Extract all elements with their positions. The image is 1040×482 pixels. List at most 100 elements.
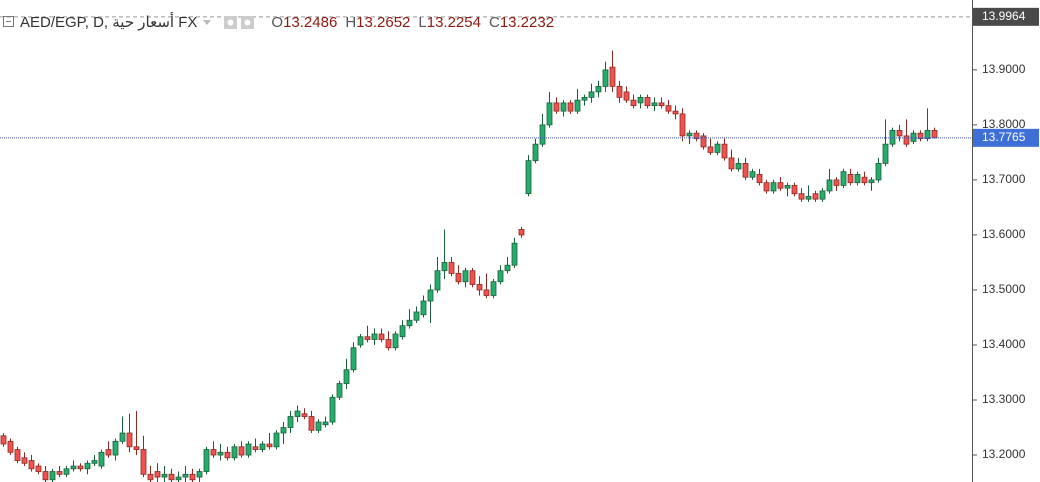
candle-body — [175, 476, 182, 481]
candle-body — [672, 110, 679, 115]
y-tick-label: 13.7000 — [982, 172, 1026, 186]
candle-body — [413, 311, 420, 321]
candle-body — [686, 132, 693, 137]
candle-body — [819, 190, 826, 200]
candle-body — [378, 333, 385, 340]
candle-body — [756, 174, 763, 184]
candle-body — [245, 443, 252, 456]
candle-body — [784, 185, 791, 189]
candle-body — [35, 465, 42, 472]
candle-body — [833, 179, 840, 186]
candle-body — [658, 102, 665, 107]
y-tick-label: 13.3000 — [982, 392, 1026, 406]
candle-body — [119, 432, 126, 442]
candle-body — [308, 416, 315, 431]
candle-body — [196, 471, 203, 478]
candle-body — [140, 449, 147, 475]
candle-body — [441, 262, 448, 272]
candle-body — [189, 473, 196, 481]
collapse-icon[interactable] — [2, 15, 16, 29]
settings-icons[interactable] — [223, 15, 257, 29]
candle-body — [518, 229, 525, 236]
y-tick-label: 13.8000 — [982, 117, 1026, 131]
candle-body — [217, 451, 224, 456]
candle-body — [728, 157, 735, 170]
ohlc-value: 13.2232 — [499, 13, 555, 31]
candle-body — [490, 281, 497, 296]
candle-body — [791, 185, 798, 195]
candle-body — [287, 416, 294, 428]
y-tick-label: 13.5000 — [982, 282, 1026, 296]
candle-body — [798, 193, 805, 200]
candle-body — [21, 457, 28, 464]
candle-body — [42, 471, 49, 481]
dropdown-icon[interactable] — [201, 17, 213, 27]
candle-body — [91, 460, 98, 464]
legend-header: AED/EGP, D, أسعار حية FX O13.2486 H13.265… — [0, 12, 554, 32]
candle-body — [574, 99, 581, 112]
symbol: AED/EGP, D, أسعار حية FX — [20, 14, 198, 31]
candle-body — [49, 471, 56, 481]
candle-body — [252, 446, 259, 450]
candle-body — [644, 96, 651, 107]
candle-body — [770, 182, 777, 192]
candle-body — [455, 273, 462, 283]
candle-body — [924, 130, 931, 140]
y-tick-label: 13.6000 — [982, 227, 1026, 241]
candle-body — [182, 473, 189, 478]
candle-body — [735, 163, 742, 170]
candle-body — [322, 421, 329, 426]
candle-body — [259, 443, 266, 450]
candle-body — [707, 146, 714, 153]
candle-body — [392, 333, 399, 349]
candle-body — [616, 85, 623, 98]
candle-body — [805, 196, 812, 200]
price-axis-panel — [972, 0, 1040, 482]
candle-body — [749, 171, 756, 178]
candle-body — [812, 193, 819, 200]
candle-body — [420, 300, 427, 316]
candle-body — [476, 284, 483, 291]
candle-body — [882, 143, 889, 164]
candle-body — [329, 396, 336, 423]
candle-body — [630, 99, 637, 107]
candle-body — [875, 163, 882, 181]
ohlc-label: O — [271, 13, 284, 31]
candle-body — [910, 132, 917, 142]
candle-body — [896, 130, 903, 137]
candle-body — [742, 163, 749, 178]
candle-body — [336, 383, 343, 398]
candle-body — [665, 105, 672, 112]
candle-body — [679, 113, 686, 137]
candle-body — [546, 102, 553, 126]
candle-body — [854, 174, 861, 184]
candle-body — [203, 449, 210, 472]
candle-body — [539, 124, 546, 145]
candle-body — [161, 473, 168, 478]
candle-body — [434, 270, 441, 291]
candle-body — [595, 85, 602, 93]
candle-body — [714, 143, 721, 153]
candle-body — [28, 460, 35, 470]
candle-body — [70, 465, 77, 470]
candle-body — [0, 435, 7, 445]
candle-body — [350, 347, 357, 371]
candle-body — [168, 473, 175, 481]
candle-body — [371, 333, 378, 340]
candle-body — [637, 96, 644, 104]
candle-body — [560, 102, 567, 112]
candle-body — [294, 410, 301, 417]
candle-body — [917, 132, 924, 140]
candle-body — [7, 440, 14, 453]
ohlc-label: H — [345, 13, 357, 31]
candle-body — [147, 473, 154, 481]
candle-body — [427, 289, 434, 302]
high-label-box — [973, 7, 1039, 26]
candle-body — [154, 471, 161, 478]
candle-body — [238, 446, 245, 456]
candle-body — [868, 179, 875, 184]
candle-body — [357, 336, 364, 346]
candle-body — [588, 91, 595, 98]
candle-body — [553, 102, 560, 112]
